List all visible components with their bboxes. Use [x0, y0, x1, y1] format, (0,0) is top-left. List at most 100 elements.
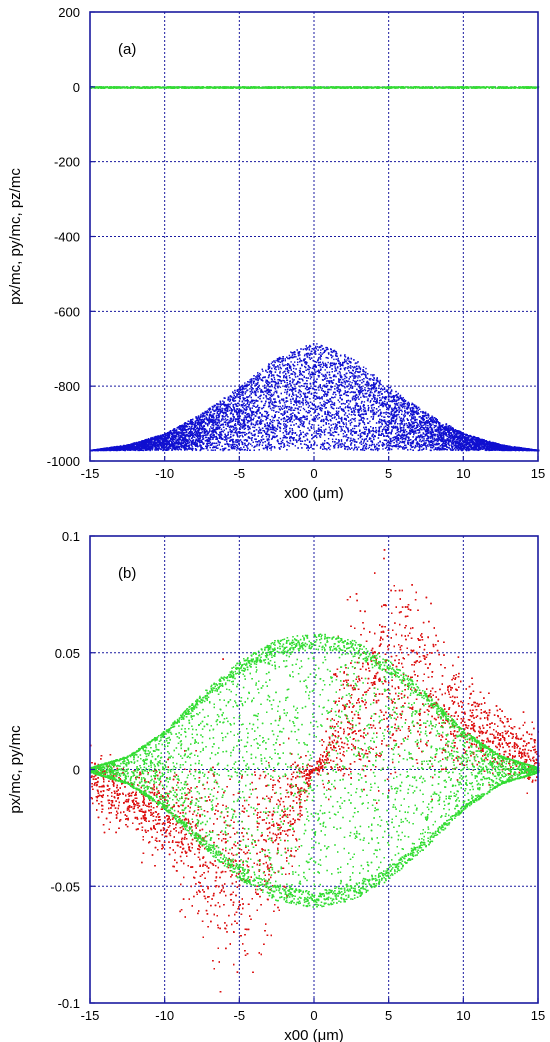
- data-point: [268, 414, 270, 416]
- data-point: [305, 444, 307, 446]
- data-point: [431, 437, 433, 439]
- data-point: [410, 446, 413, 448]
- data-point: [208, 445, 210, 447]
- data-point: [265, 387, 267, 389]
- data-point: [358, 375, 360, 377]
- data-point: [307, 433, 309, 435]
- data-point: [195, 425, 197, 427]
- data-point: [402, 399, 405, 402]
- data-point: [227, 434, 229, 436]
- data-point: [366, 399, 369, 402]
- data-point: [351, 418, 353, 420]
- data-point: [224, 418, 227, 420]
- data-point: [276, 405, 278, 407]
- data-point: [223, 439, 226, 441]
- data-point: [384, 429, 387, 431]
- data-point: [341, 384, 343, 387]
- data-point: [349, 424, 352, 426]
- data-point: [205, 436, 208, 439]
- data-point: [409, 427, 412, 429]
- data-point: [483, 444, 486, 446]
- data-point: [340, 439, 343, 441]
- data-point: [285, 386, 288, 388]
- data-point: [337, 357, 339, 360]
- data-point: [330, 434, 332, 436]
- data-point: [374, 394, 376, 397]
- data-point: [231, 444, 234, 446]
- data-point: [319, 402, 321, 404]
- data-point: [239, 424, 241, 426]
- data-point: [263, 438, 265, 440]
- data-point: [400, 441, 402, 444]
- data-point: [381, 397, 383, 399]
- data-point: [249, 388, 251, 390]
- data-point: [173, 436, 175, 439]
- data-point: [313, 370, 316, 372]
- data-point: [354, 362, 356, 365]
- data-point: [286, 391, 288, 393]
- data-point: [258, 406, 261, 409]
- data-point: [362, 366, 365, 368]
- data-point: [291, 421, 294, 423]
- data-point: [398, 416, 401, 418]
- data-point: [393, 426, 395, 429]
- data-point: [422, 417, 425, 420]
- data-point: [381, 422, 383, 424]
- data-point: [260, 378, 262, 381]
- data-point: [257, 374, 259, 376]
- data-point: [296, 363, 299, 366]
- data-point: [250, 416, 252, 418]
- data-point: [359, 430, 361, 432]
- data-point: [322, 352, 325, 354]
- data-point: [244, 382, 246, 384]
- data-point: [411, 402, 413, 404]
- data-point: [367, 447, 369, 450]
- data-point: [345, 427, 348, 429]
- data-point: [336, 407, 338, 409]
- data-point: [317, 418, 319, 420]
- data-point: [271, 409, 273, 411]
- data-point: [349, 440, 351, 442]
- data-point: [167, 438, 169, 440]
- data-point: [356, 362, 358, 364]
- data-point: [246, 439, 249, 441]
- data-point: [290, 361, 292, 363]
- data-point: [333, 362, 336, 364]
- data-point: [299, 403, 301, 405]
- data-point: [217, 404, 219, 406]
- data-point: [319, 433, 321, 435]
- data-point: [345, 419, 347, 421]
- data-point: [418, 440, 421, 442]
- data-point: [288, 445, 290, 447]
- data-point: [289, 430, 291, 432]
- data-point: [316, 414, 319, 417]
- data-point: [208, 415, 210, 417]
- data-point: [284, 418, 286, 420]
- data-point: [356, 448, 359, 450]
- data-point: [403, 398, 406, 401]
- data-point: [322, 361, 324, 363]
- data-point: [210, 438, 212, 441]
- data-point: [406, 406, 408, 408]
- data-point: [379, 394, 381, 396]
- data-point: [233, 441, 235, 443]
- data-point: [481, 444, 483, 446]
- data-point: [396, 431, 398, 434]
- data-point: [297, 408, 299, 410]
- data-point: [418, 406, 420, 409]
- data-point: [397, 445, 399, 448]
- data-point: [385, 413, 387, 415]
- data-point: [266, 383, 269, 385]
- data-point: [308, 371, 311, 373]
- data-point: [236, 447, 239, 450]
- data-point: [227, 449, 230, 451]
- data-point: [341, 442, 343, 445]
- data-point: [261, 444, 264, 446]
- data-point: [441, 428, 444, 431]
- data-point: [243, 388, 246, 390]
- data-point: [327, 410, 329, 412]
- data-point: [249, 420, 251, 422]
- data-point: [360, 410, 363, 412]
- data-point: [362, 393, 364, 395]
- data-point: [236, 396, 238, 398]
